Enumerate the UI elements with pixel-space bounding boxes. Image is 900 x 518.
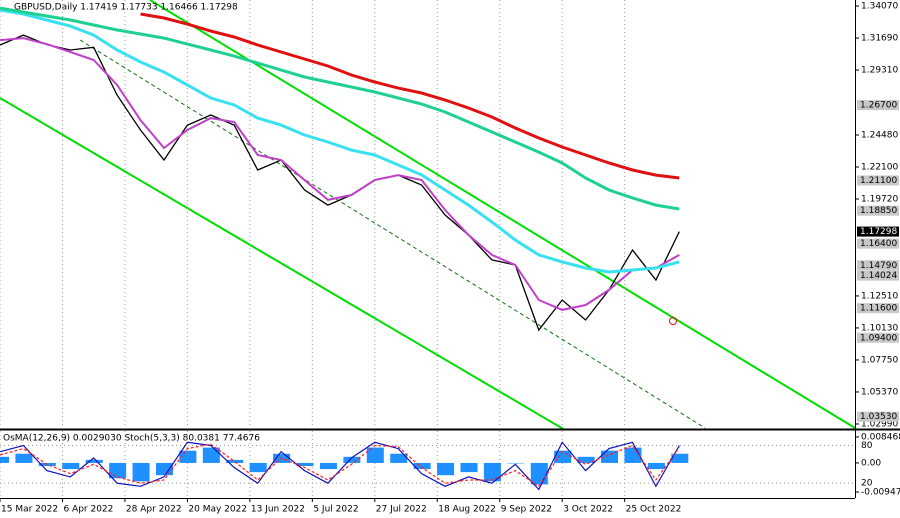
histogram-bar	[577, 456, 595, 463]
histogram-bar	[0, 456, 9, 463]
histogram-bar	[132, 462, 150, 482]
histogram-bar	[226, 459, 244, 463]
channel-line	[149, 0, 856, 429]
histogram-bar	[296, 462, 314, 467]
histogram-bar	[249, 462, 267, 473]
price-box	[857, 226, 899, 237]
histogram-bar	[437, 462, 455, 476]
level-label: 1.18850	[860, 206, 897, 216]
indicator-title: OsMA(12,26,9) 0.0029030 Stoch(5,3,3) 80.…	[3, 434, 260, 444]
x-tick-label: 28 Apr 2022	[126, 505, 182, 515]
level-label: 1.14790	[860, 261, 897, 271]
indicator-line	[0, 8, 680, 274]
level-label: 1.14024	[860, 271, 897, 281]
x-tick-label: 20 May 2022	[188, 505, 247, 515]
y-tick-label: -0.009477	[861, 487, 900, 497]
level-box	[857, 332, 899, 343]
histogram-bar	[507, 462, 525, 464]
y-tick-label: 1.10130	[861, 323, 898, 333]
level-box	[857, 175, 899, 186]
histogram-bar	[202, 447, 220, 463]
level-box	[857, 260, 899, 271]
histogram-bar	[390, 453, 408, 463]
level-box	[857, 303, 899, 314]
histogram-bar	[530, 462, 548, 485]
y-tick-label: 1.34070	[861, 2, 898, 12]
x-tick-label: 18 Aug 2022	[438, 505, 496, 515]
y-tick-label: 1.22100	[861, 163, 898, 173]
y-tick-label: 0.00	[861, 458, 881, 468]
price-label: 1.17298	[860, 227, 897, 237]
x-tick-label: 3 Oct 2022	[563, 505, 613, 515]
price-line	[0, 34, 680, 332]
x-tick-label: 5 Jul 2022	[313, 505, 358, 515]
x-tick-label: 9 Sep 2022	[501, 505, 552, 515]
level-box	[857, 100, 899, 111]
marker	[669, 317, 677, 325]
level-label: 1.26700	[860, 101, 897, 111]
y-tick-label: 1.29310	[861, 66, 898, 76]
histogram-bar	[647, 462, 665, 470]
y-tick-label: 1.02990	[861, 419, 898, 429]
y2-tick-label: 20	[861, 479, 873, 489]
y-tick-label: 1.24480	[861, 131, 898, 141]
x-tick-label: 13 Jun 2022	[251, 505, 305, 515]
y-tick-label: 1.07750	[861, 355, 898, 365]
channel-line	[0, 97, 566, 431]
histogram-bar	[671, 453, 689, 463]
histogram-bar	[62, 462, 80, 470]
y-tick-label: 1.05370	[861, 387, 898, 397]
y2-tick-label: 80	[861, 441, 873, 451]
level-label: 1.03530	[860, 412, 897, 422]
indicator-line	[140, 12, 680, 180]
histogram-bar	[109, 462, 127, 479]
histogram-bar	[366, 447, 384, 463]
histogram-bar	[85, 459, 103, 463]
channel-midline	[79, 39, 706, 429]
histogram-bar	[319, 462, 337, 470]
histogram-bar	[15, 453, 33, 463]
histogram-bar	[483, 462, 501, 482]
level-label: 1.16400	[860, 239, 897, 249]
x-tick-label: 15 Mar 2022	[1, 505, 58, 515]
level-box	[857, 270, 899, 281]
histogram-bar	[601, 450, 619, 463]
level-box	[857, 411, 899, 422]
level-label: 1.21100	[860, 176, 897, 186]
indicator-line	[0, 441, 680, 491]
histogram-bar	[460, 462, 478, 473]
x-tick-label: 27 Jul 2022	[376, 505, 427, 515]
level-label: 1.11600	[860, 304, 897, 314]
chart-title: GBPUSD,Daily 1.17419 1.17733 1.16466 1.1…	[14, 3, 238, 13]
indicator-line	[0, 6, 680, 211]
histogram-bar	[413, 462, 431, 470]
x-tick-label: 6 Apr 2022	[63, 505, 113, 515]
level-box	[857, 238, 899, 249]
y-tick-label: 1.12510	[861, 291, 898, 301]
indicator-line	[0, 443, 680, 488]
histogram-bar	[155, 462, 173, 476]
y-tick-label: 1.19720	[861, 195, 898, 205]
histogram-bar	[343, 456, 361, 463]
y-tick-label: 1.31690	[861, 34, 898, 44]
level-box	[857, 205, 899, 216]
y-tick-label: 0.0084682	[861, 432, 900, 442]
level-label: 1.09400	[860, 333, 897, 343]
indicator-line	[0, 37, 680, 311]
x-tick-label: 25 Oct 2022	[626, 505, 682, 515]
